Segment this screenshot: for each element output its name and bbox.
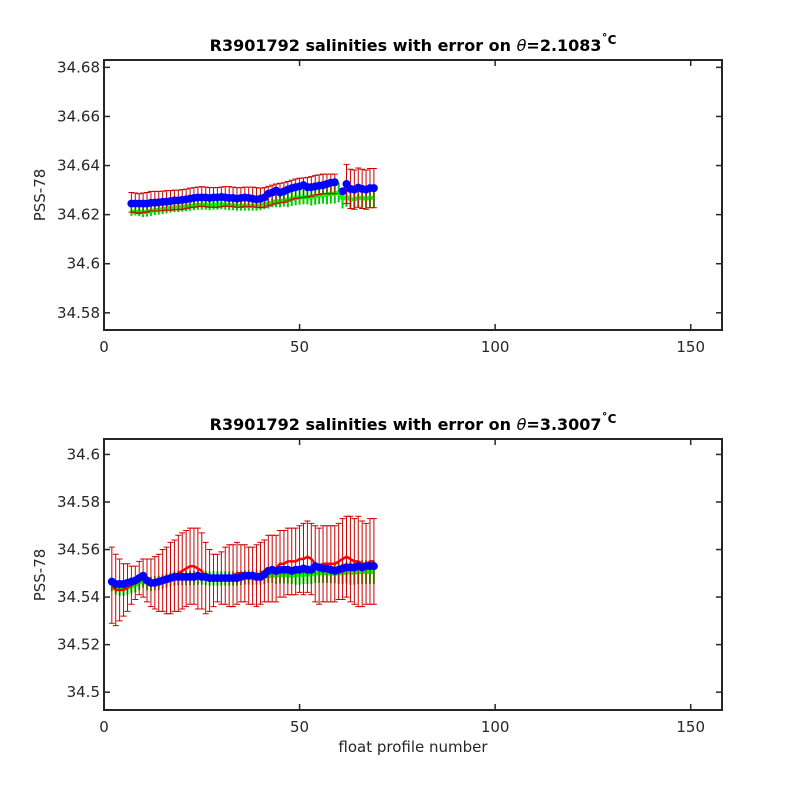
x-tick-label: 50 xyxy=(290,338,309,356)
x-tick-label: 150 xyxy=(676,338,705,356)
bottom-salinity-chart: R3901792 salinities with error on θ=3.30… xyxy=(31,411,723,756)
y-tick-label: 34.52 xyxy=(57,636,100,654)
chart-title: R3901792 salinities with error on θ=2.10… xyxy=(210,32,617,55)
top-salinity-chart: R3901792 salinities with error on θ=2.10… xyxy=(31,32,723,356)
x-tick-label: 100 xyxy=(481,338,510,356)
y-tick-label: 34.68 xyxy=(57,58,100,76)
y-tick-label: 34.6 xyxy=(67,255,100,273)
plot-marks xyxy=(127,163,378,218)
plot-frame xyxy=(103,59,723,331)
y-tick-label: 34.58 xyxy=(57,304,100,322)
y-tick-label: 34.62 xyxy=(57,206,100,224)
axis-ticks: 0 50 100 150 34.58 34.6 34.62 34.64 34.66 34.68 xyxy=(57,58,722,356)
y-tick-label: 34.6 xyxy=(67,445,100,463)
x-tick-label: 0 xyxy=(99,338,109,356)
x-axis-label: float profile number xyxy=(338,738,488,756)
y-tick-label: 34.64 xyxy=(57,157,100,175)
float-salinity-point xyxy=(369,562,378,571)
y-tick-label: 34.66 xyxy=(57,107,100,125)
y-axis-label: PSS-78 xyxy=(31,549,49,602)
x-tick-label: 100 xyxy=(481,718,510,736)
plot-frame xyxy=(103,438,723,711)
x-tick-label: 150 xyxy=(676,718,705,736)
y-tick-label: 34.54 xyxy=(57,588,100,606)
y-axis-label: PSS-78 xyxy=(31,169,49,222)
y-tick-label: 34.5 xyxy=(67,683,100,701)
x-tick-label: 0 xyxy=(99,718,109,736)
y-tick-label: 34.58 xyxy=(57,493,100,511)
float-salinity-point xyxy=(369,184,378,193)
axis-ticks: 0 50 100 150 34.5 34.52 34.54 34.56 34.58 34.6 xyxy=(57,439,722,736)
float-salinity-point xyxy=(330,178,339,187)
chart-title: R3901792 salinities with error on θ=3.30… xyxy=(210,411,617,434)
plot-marks xyxy=(107,515,378,627)
x-tick-label: 50 xyxy=(290,718,309,736)
float-salinity-point xyxy=(338,187,347,196)
y-tick-label: 34.56 xyxy=(57,541,100,559)
